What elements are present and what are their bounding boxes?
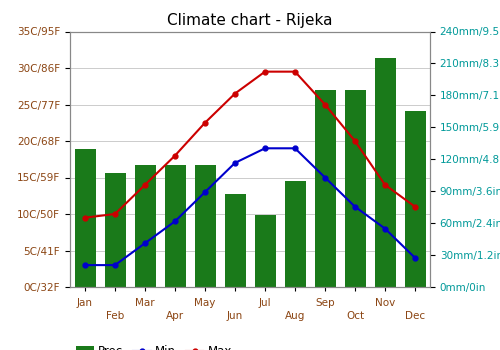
- Text: Dec: Dec: [405, 310, 425, 321]
- Text: Jan: Jan: [77, 298, 93, 308]
- Text: May: May: [194, 298, 216, 308]
- Bar: [404, 111, 425, 287]
- Bar: [164, 164, 186, 287]
- Title: Climate chart - Rijeka: Climate chart - Rijeka: [167, 13, 333, 28]
- Text: Oct: Oct: [346, 310, 364, 321]
- Bar: [284, 181, 306, 287]
- Bar: [224, 194, 246, 287]
- Bar: [104, 173, 126, 287]
- Bar: [344, 90, 366, 287]
- Text: Feb: Feb: [106, 310, 124, 321]
- Bar: [314, 90, 336, 287]
- Text: Aug: Aug: [285, 310, 305, 321]
- Text: Sep: Sep: [315, 298, 335, 308]
- Text: Jul: Jul: [258, 298, 272, 308]
- Text: Nov: Nov: [375, 298, 395, 308]
- Text: Mar: Mar: [135, 298, 155, 308]
- Bar: [134, 164, 156, 287]
- Bar: [194, 164, 216, 287]
- Bar: [374, 58, 396, 287]
- Legend: Prec, Min, Max: Prec, Min, Max: [76, 345, 233, 350]
- Bar: [254, 215, 276, 287]
- Bar: [74, 149, 96, 287]
- Text: Apr: Apr: [166, 310, 184, 321]
- Text: Jun: Jun: [227, 310, 243, 321]
